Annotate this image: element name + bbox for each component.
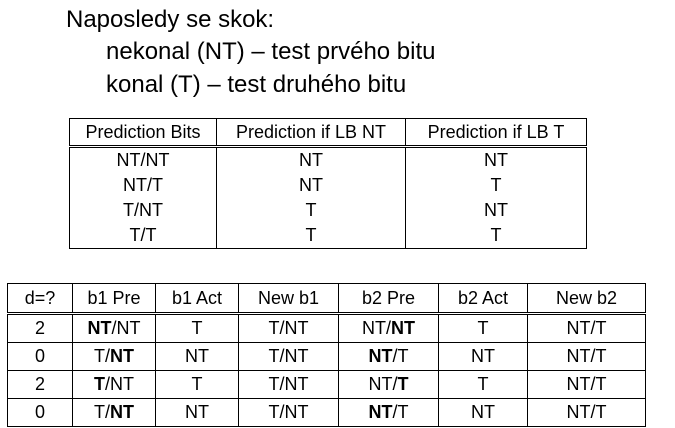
table-row: 0 T/NT NT T/NT NT/T NT NT/T — [7, 398, 646, 427]
cell-new-b1: T/NT — [238, 398, 339, 427]
trace-table: d=? b1 Pre b1 Act New b1 b2 Pre b2 Act N… — [7, 283, 646, 427]
bold-part: NT — [87, 318, 112, 338]
table-row: NT/T NT T — [69, 173, 587, 198]
table-row: T/NT T NT — [69, 198, 587, 223]
cell-new-b1: T/NT — [238, 370, 339, 399]
trace-table-header: d=? b1 Pre b1 Act New b1 b2 Pre b2 Act N… — [7, 283, 646, 315]
prediction-table-header: Prediction Bits Prediction if LB NT Pred… — [69, 118, 587, 148]
prediction-table: Prediction Bits Prediction if LB NT Pred… — [69, 118, 587, 249]
cell-b2-pre: NT/NT — [338, 313, 439, 343]
header-new-b2: New b2 — [527, 283, 646, 315]
cell-d: 0 — [7, 398, 73, 427]
heading-line-3: konal (T) – test druhého bitu — [106, 71, 407, 98]
cell-b2-act: NT — [438, 398, 528, 427]
heading-line-1: Naposledy se skok: — [66, 6, 275, 33]
header-prediction-if-lb-nt: Prediction if LB NT — [216, 118, 406, 148]
cell-b2-pre: NT/T — [338, 398, 439, 427]
cell-b1-act: T — [155, 313, 239, 343]
cell-b2-act: T — [438, 313, 528, 343]
rest-part: T — [397, 346, 409, 366]
header-new-b1: New b1 — [238, 283, 339, 315]
cell-new-b1: T/NT — [238, 313, 339, 343]
header-prediction-bits: Prediction Bits — [69, 118, 217, 148]
cell-prediction-bits: T/NT — [69, 198, 217, 223]
heading-line-2: nekonal (NT) – test prvého bitu — [106, 38, 436, 65]
table-row: 0 T/NT NT T/NT NT/T NT NT/T — [7, 342, 646, 371]
cell-b1-pre: NT/NT — [72, 313, 156, 343]
cell-d: 0 — [7, 342, 73, 371]
cell-b1-act: T — [155, 370, 239, 399]
separator: / — [392, 402, 398, 422]
bold-part: NT — [368, 346, 393, 366]
header-d: d=? — [7, 283, 73, 315]
rest-part: T — [397, 402, 409, 422]
header-b1-pre: b1 Pre — [72, 283, 156, 315]
cell-b1-pre: T/NT — [72, 370, 156, 399]
cell-prediction-bits: NT/T — [69, 173, 217, 198]
rest-part: NT — [116, 318, 141, 338]
header-b2-pre: b2 Pre — [338, 283, 439, 315]
separator: / — [392, 346, 398, 366]
bold-part: T — [93, 374, 105, 394]
pre-part: T/ — [94, 402, 110, 422]
cell-new-b2: NT/T — [527, 370, 646, 399]
cell-prediction-if-lb-t: T — [405, 223, 587, 249]
cell-prediction-if-lb-nt: NT — [216, 146, 406, 173]
bold-part: NT — [110, 402, 134, 422]
bold-part: NT — [110, 346, 134, 366]
cell-prediction-bits: NT/NT — [69, 146, 217, 173]
table-row: NT/NT NT NT — [69, 146, 587, 173]
bold-part: T — [397, 374, 409, 394]
pre-part: NT/ — [362, 318, 391, 338]
cell-new-b2: NT/T — [527, 342, 646, 371]
cell-b1-pre: T/NT — [72, 342, 156, 371]
cell-prediction-if-lb-t: T — [405, 173, 587, 198]
cell-new-b1: T/NT — [238, 342, 339, 371]
cell-new-b2: NT/T — [527, 398, 646, 427]
table-row: T/T T T — [69, 223, 587, 249]
cell-b1-pre: T/NT — [72, 398, 156, 427]
bold-part: NT — [368, 402, 393, 422]
cell-b2-pre: NT/T — [338, 342, 439, 371]
separator: / — [111, 318, 117, 338]
table-row: 2 NT/NT T T/NT NT/NT T NT/T — [7, 313, 646, 343]
header-b1-act: b1 Act — [155, 283, 239, 315]
cell-prediction-if-lb-nt: T — [216, 223, 406, 249]
cell-prediction-if-lb-nt: NT — [216, 173, 406, 198]
cell-b2-act: T — [438, 370, 528, 399]
cell-b1-act: NT — [155, 398, 239, 427]
cell-d: 2 — [7, 313, 73, 343]
table-row: 2 T/NT T T/NT NT/T T NT/T — [7, 370, 646, 399]
separator: / — [104, 374, 110, 394]
header-prediction-if-lb-t: Prediction if LB T — [405, 118, 587, 148]
cell-b2-pre: NT/T — [338, 370, 439, 399]
cell-prediction-if-lb-t: NT — [405, 146, 587, 173]
cell-prediction-bits: T/T — [69, 223, 217, 249]
pre-part: T/ — [94, 346, 110, 366]
cell-b1-act: NT — [155, 342, 239, 371]
bold-part: NT — [391, 318, 415, 338]
cell-d: 2 — [7, 370, 73, 399]
pre-part: NT/ — [368, 374, 398, 394]
header-b2-act: b2 Act — [438, 283, 528, 315]
cell-new-b2: NT/T — [527, 313, 646, 343]
cell-prediction-if-lb-nt: T — [216, 198, 406, 223]
cell-prediction-if-lb-t: NT — [405, 198, 587, 223]
rest-part: NT — [110, 374, 134, 394]
cell-b2-act: NT — [438, 342, 528, 371]
